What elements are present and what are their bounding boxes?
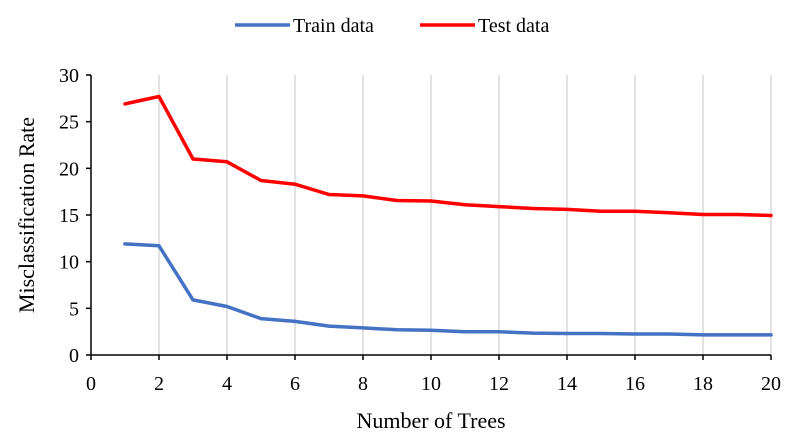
legend-label-test-data: Test data	[478, 15, 549, 37]
data-point-train-data	[361, 326, 365, 330]
x-tick-label: 10	[421, 373, 441, 395]
data-point-test-data	[565, 207, 569, 211]
x-axis-title: Number of Trees	[356, 408, 505, 432]
x-tick-label: 16	[625, 373, 645, 395]
x-tick-label: 14	[557, 373, 577, 395]
x-tick-label: 6	[290, 373, 300, 395]
data-point-test-data	[735, 212, 739, 217]
data-point-train-data	[701, 333, 705, 337]
data-point-test-data	[531, 206, 535, 211]
data-point-train-data	[633, 332, 637, 336]
y-tick-label: 5	[69, 298, 79, 320]
data-point-test-data	[701, 212, 705, 217]
data-point-train-data	[667, 332, 671, 336]
data-point-test-data	[225, 160, 229, 164]
axes	[86, 74, 772, 360]
data-point-test-data	[157, 94, 161, 99]
x-tick-label: 2	[154, 373, 164, 395]
data-point-train-data	[429, 328, 433, 332]
data-point-train-data	[735, 333, 739, 337]
data-point-test-data	[327, 192, 331, 197]
tick-labels: 0 5 10 15 20 25 30 0 2 4 6 8 10 12 14 16 18 20	[59, 65, 781, 395]
data-point-train-data	[123, 242, 127, 246]
x-tick-label: 18	[693, 373, 713, 395]
data-point-train-data	[565, 331, 569, 336]
data-point-train-data	[395, 328, 399, 332]
data-point-train-data	[259, 317, 263, 321]
series-line-test-data	[123, 94, 773, 218]
data-point-train-data	[531, 331, 535, 335]
data-point-test-data	[497, 205, 501, 209]
legend: Train data Test data	[235, 15, 549, 37]
y-tick-label: 0	[69, 345, 79, 367]
y-tick-label: 15	[59, 205, 79, 227]
data-point-test-data	[599, 209, 603, 213]
gridlines	[158, 75, 772, 355]
series-layer	[123, 94, 773, 337]
data-point-test-data	[429, 199, 433, 203]
data-point-train-data	[599, 331, 603, 336]
data-point-test-data	[633, 209, 637, 213]
data-point-train-data	[157, 244, 161, 248]
data-point-test-data	[293, 182, 297, 186]
data-point-test-data	[769, 213, 773, 218]
x-tick-label: 12	[489, 373, 509, 395]
data-point-train-data	[769, 333, 773, 337]
data-point-test-data	[259, 178, 263, 183]
x-tick-label: 4	[222, 373, 232, 395]
data-point-test-data	[395, 198, 399, 203]
y-tick-label: 30	[59, 65, 79, 87]
data-point-train-data	[463, 330, 467, 334]
x-tick-label: 8	[358, 373, 368, 395]
data-point-train-data	[327, 324, 331, 328]
y-tick-label: 25	[59, 112, 79, 134]
data-point-test-data	[667, 211, 671, 215]
data-point-train-data	[497, 330, 501, 334]
y-tick-label: 10	[59, 252, 79, 274]
data-point-test-data	[361, 194, 365, 198]
data-point-train-data	[191, 298, 195, 302]
x-tick-label: 20	[761, 373, 781, 395]
data-point-test-data	[463, 203, 467, 207]
x-tick-label: 0	[86, 373, 96, 395]
data-point-test-data	[123, 102, 127, 106]
y-tick-label: 20	[59, 158, 79, 180]
y-axis-title: Misclassification Rate	[14, 117, 39, 313]
data-point-train-data	[293, 319, 297, 323]
legend-label-train-data: Train data	[293, 15, 374, 37]
series-line-train-data	[123, 242, 773, 337]
data-point-test-data	[191, 157, 195, 161]
data-point-train-data	[225, 304, 229, 309]
